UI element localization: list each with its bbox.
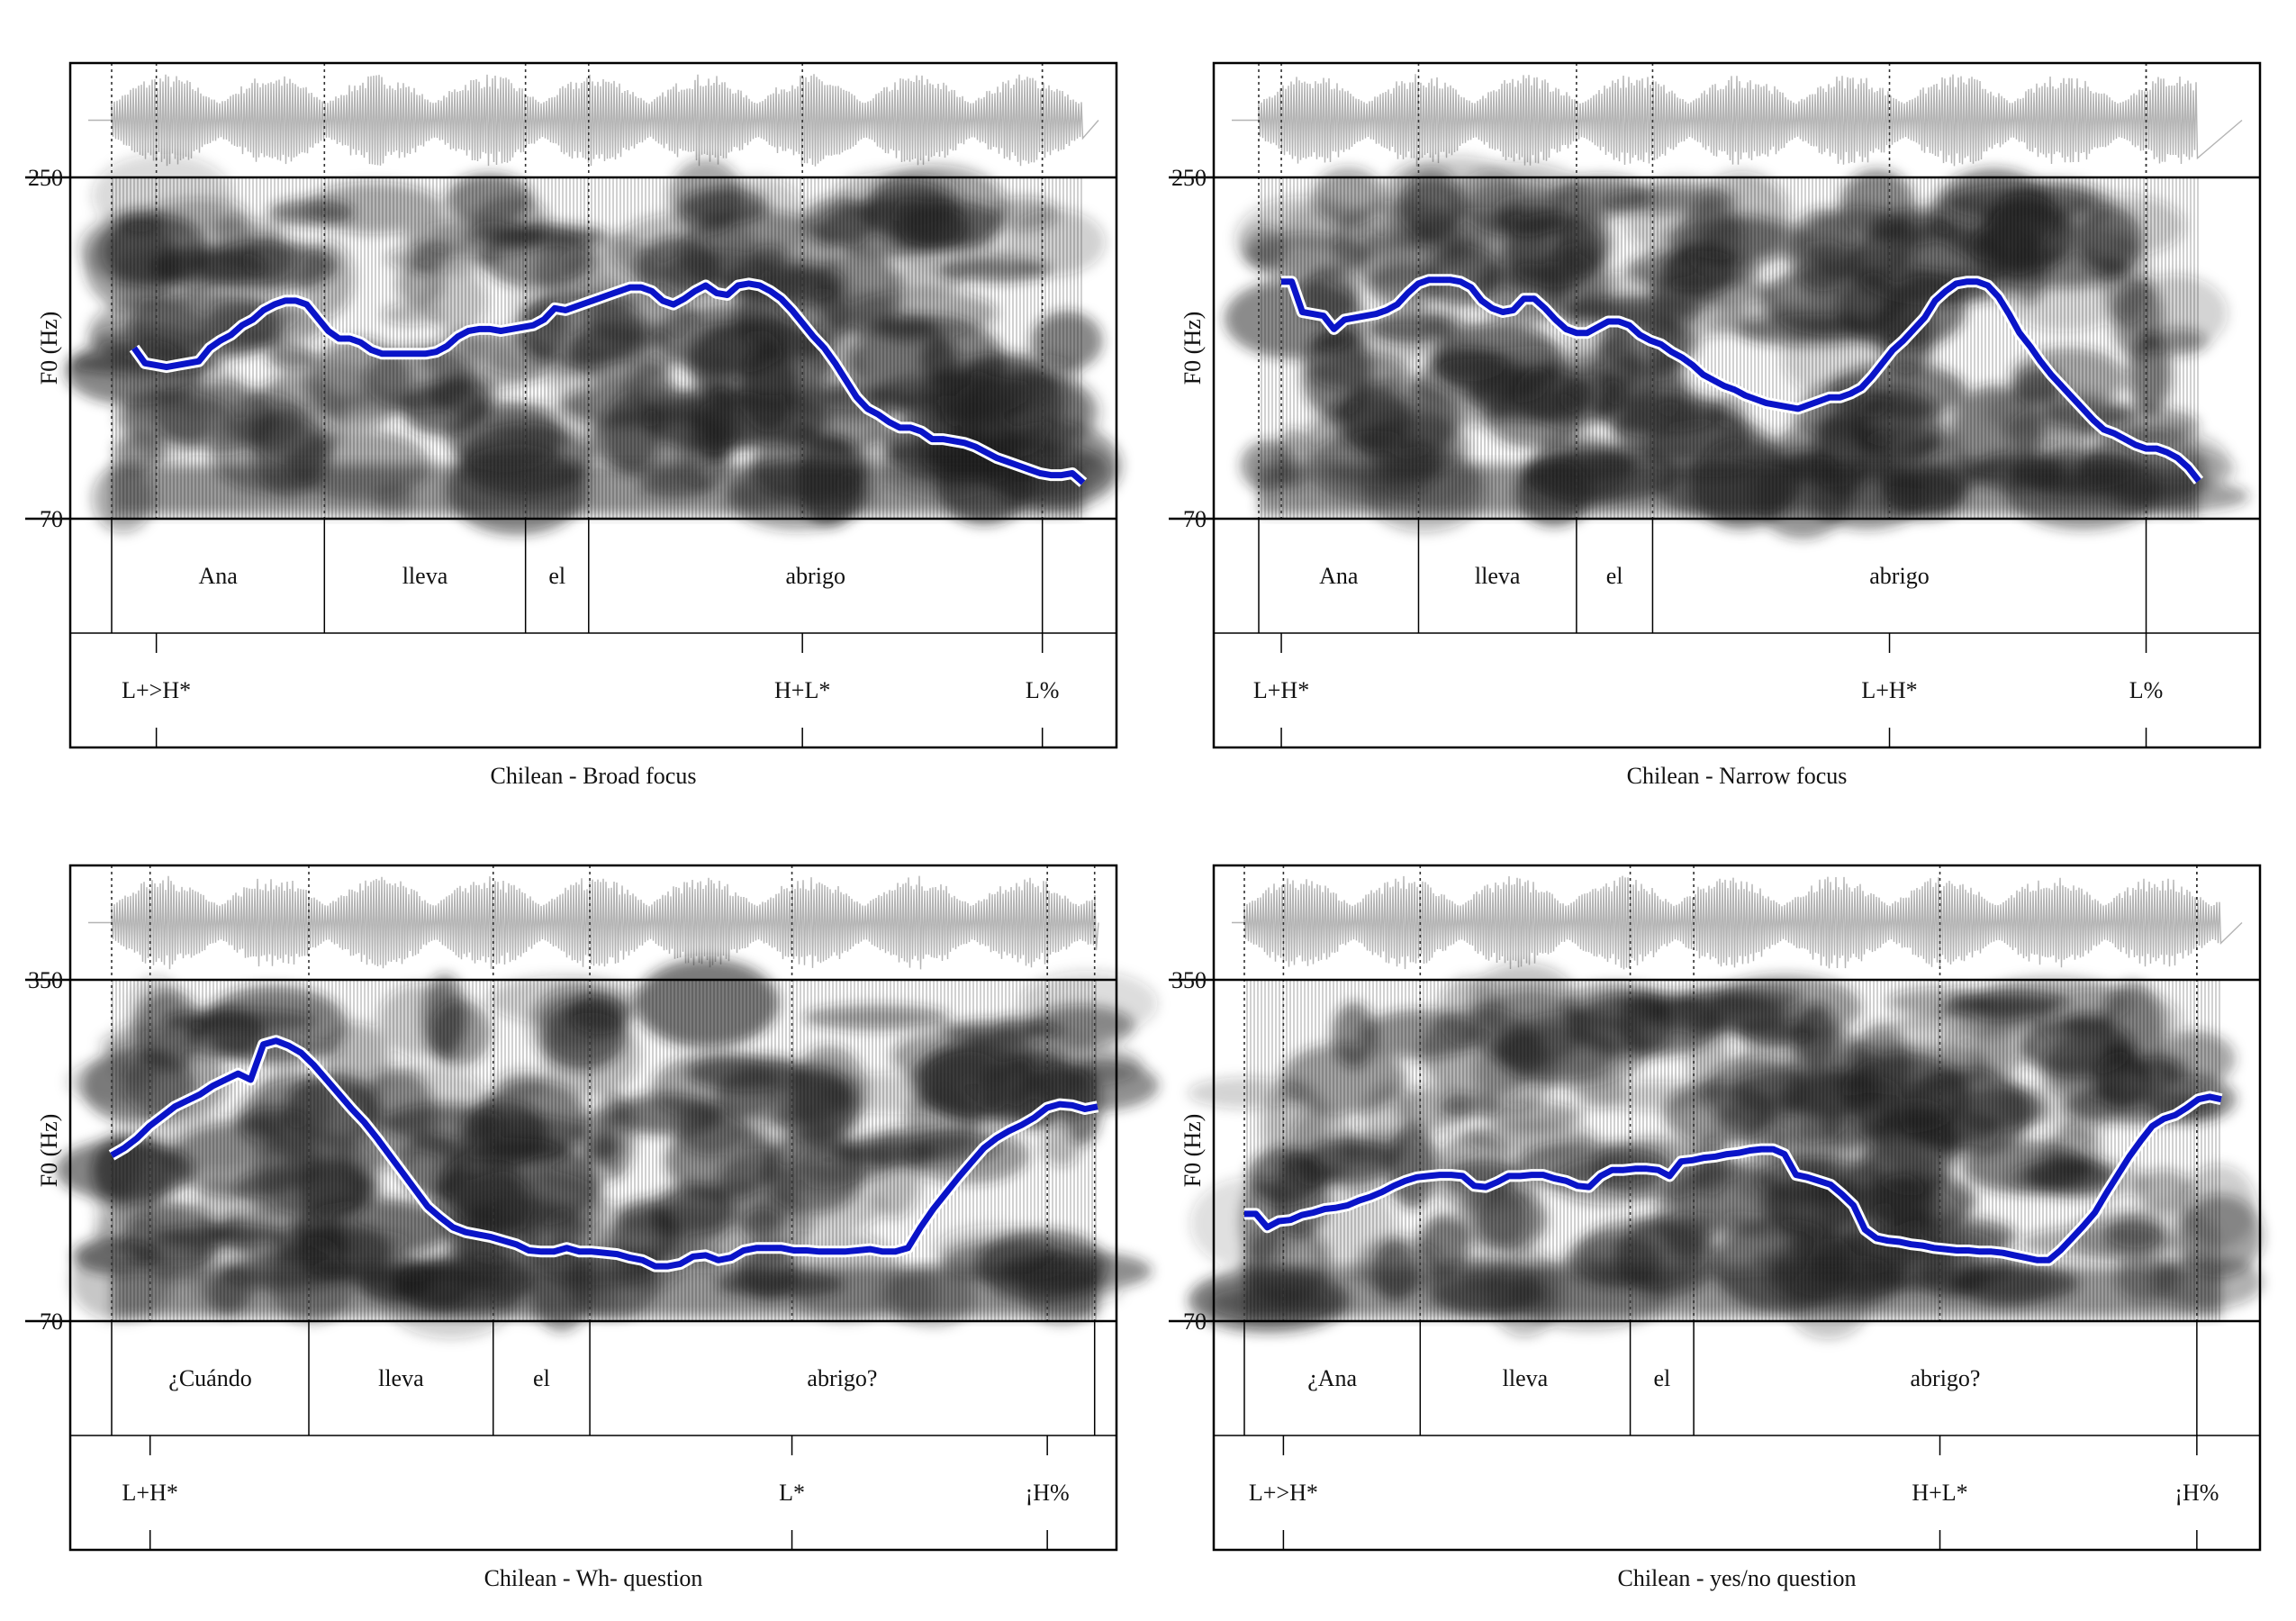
y-min-label: 70 [40,1309,63,1335]
tone-tier: L+H* L+H* L% [1253,633,2163,747]
spectrogram [56,958,1159,1339]
word-tier: Ana lleva el abrigo [111,519,1044,633]
word-label: lleva [402,563,448,589]
waveform [1232,875,2243,970]
word-label: abrigo? [807,1365,877,1391]
word-label: lleva [378,1365,424,1391]
tone-tier: L+H* L* ¡H% [122,1435,1070,1550]
f0-contour [1281,276,2201,484]
panel-caption: Chilean - yes/no question [1617,1565,1856,1591]
y-axis-label: F0 (Hz) [36,312,62,385]
word-tier: ¿Ana lleva el abrigo? [1243,1321,2198,1435]
panel-frame [68,864,1118,1552]
tone-label: L% [2129,677,2164,703]
word-label: lleva [1503,1365,1549,1391]
boundary-lines [111,63,1044,519]
word-tier: Ana lleva el abrigo [1258,519,2147,633]
tone-label: L+>H* [1249,1480,1318,1506]
y-max-label: 350 [1171,967,1207,993]
y-min-label: 70 [1183,1309,1207,1335]
panel-frame [1212,864,2262,1552]
tone-label: H+L* [1912,1480,1967,1506]
y-axis-label: F0 (Hz) [1180,312,1206,385]
f0-contour [1244,1093,2222,1263]
panel-3: 350 70 F0 (Hz) ¿Cuándo lleva el abrigo? L+H* L* ¡… [25,864,1159,1591]
word-label: abrigo [786,563,845,589]
word-label: el [1653,1365,1670,1391]
spectrogram [65,153,1122,535]
panel-caption: Chilean - Wh- question [484,1565,703,1591]
word-label: abrigo [1869,563,1929,589]
tone-label: L+H* [1253,677,1309,703]
panel-1: 250 70 F0 (Hz) Ana lleva el abrigo L+>H* H+L* L% C… [25,61,1122,789]
panel-frame [1212,61,2262,749]
waveform-trace [1232,875,2243,970]
waveform [88,74,1099,167]
y-axis-label: F0 (Hz) [1180,1114,1206,1188]
word-label: lleva [1475,563,1521,589]
tone-label: L+H* [1861,677,1917,703]
y-max-label: 250 [1171,165,1207,191]
word-label: Ana [198,563,238,589]
f0-contour [110,1037,1098,1270]
y-min-label: 70 [1183,506,1207,532]
boundary-lines [111,865,1096,1321]
y-max-label: 350 [28,967,63,993]
panel-frame [68,61,1118,749]
word-tier: ¿Cuándo lleva el abrigo? [111,1321,1096,1435]
y-max-label: 250 [28,165,63,191]
panel-4: 350 70 F0 (Hz) ¿Ana lleva el abrigo? L+>H* H+L* ¡… [1169,864,2264,1591]
tone-label: ¡H% [1026,1480,1070,1506]
tone-label: H+L* [774,677,830,703]
y-axis-label: F0 (Hz) [36,1114,62,1188]
word-label: abrigo? [1911,1365,1981,1391]
word-label: Ana [1319,563,1359,589]
panel-caption: Chilean - Narrow focus [1627,763,1848,789]
tone-tier: L+>H* H+L* L% [122,633,1059,747]
tone-label: ¡H% [2174,1480,2219,1506]
waveform [1232,74,2243,167]
panel-caption: Chilean - Broad focus [491,763,697,789]
waveform-trace [88,74,1099,167]
y-min-label: 70 [40,506,63,532]
panel-2: 250 70 F0 (Hz) Ana lleva el abrigo L+H* L+H* L% Ch… [1169,61,2262,789]
word-label: ¿Ana [1307,1365,1357,1391]
word-label: el [1606,563,1623,589]
tone-label: L% [1026,677,1060,703]
boundary-lines [1243,865,2198,1321]
tone-label: L+>H* [122,677,191,703]
tone-label: L+H* [122,1480,178,1506]
tone-label: L* [779,1480,805,1506]
word-label: ¿Cuándo [168,1365,251,1391]
f0-contour [131,280,1086,485]
waveform-trace [88,875,1099,970]
word-label: el [548,563,565,589]
spectrogram [1224,156,2249,539]
waveform [88,875,1099,970]
word-label: el [533,1365,550,1391]
waveform-trace [1232,74,2243,167]
tone-tier: L+>H* H+L* ¡H% [1249,1435,2219,1550]
